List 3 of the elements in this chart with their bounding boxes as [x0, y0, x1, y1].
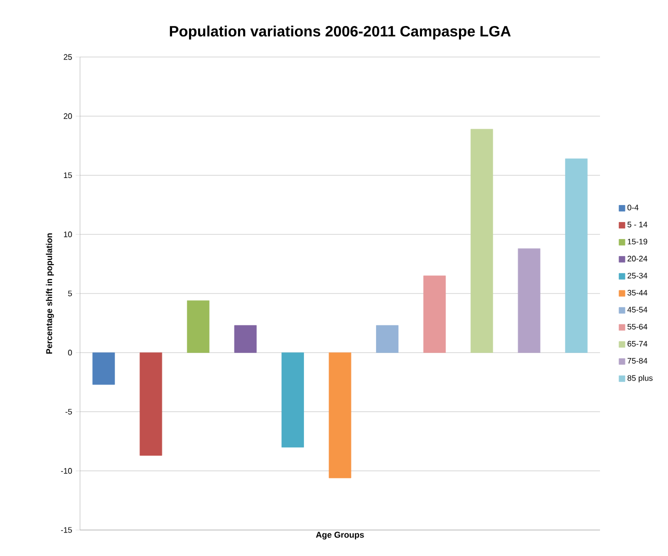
y-axis-title: Percentage shift in population [46, 233, 54, 354]
x-axis-title: Age Groups [316, 532, 364, 540]
chart-title: Population variations 2006-2011 Campaspe LGA [170, 26, 511, 40]
